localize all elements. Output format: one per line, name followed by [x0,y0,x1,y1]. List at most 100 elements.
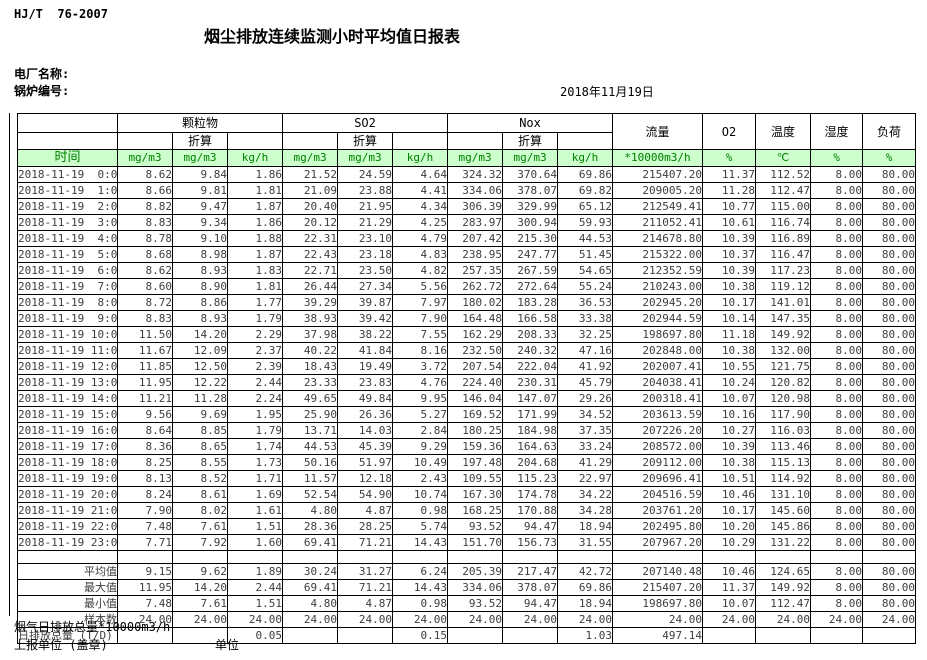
time-cell: 2018-11-19 2:00 [17,198,118,215]
data-cell: 10.38 [702,454,757,471]
data-cell: 11.57 [282,470,339,487]
table-row: 2018-11-19 12:00 11.85 12.50 2.39 18.43 19.49… [17,358,917,375]
unit-cell: ℃ [755,149,812,167]
data-cell: 12.18 [337,470,394,487]
data-cell: 119.12 [755,278,812,295]
data-cell: 8.00 [810,182,864,199]
data-cell: 21.95 [337,198,394,215]
data-cell: 34.28 [557,502,614,519]
data-cell: 202945.20 [612,294,704,311]
data-cell: 222.04 [502,358,559,375]
data-cell: 8.85 [172,422,228,439]
daily-total-row: 日排放总量 (T/D) 0.05 0.15 1.03 497.14 [17,627,917,644]
data-cell: 5.56 [392,278,449,295]
data-cell: 11.50 [117,326,173,343]
data-cell: 49.84 [337,390,394,407]
table-row: 2018-11-19 18:00 8.25 8.55 1.73 50.16 51.97 10… [17,454,917,471]
data-cell: 8.68 [117,246,173,263]
data-cell: 10.51 [702,470,757,487]
data-cell: 7.92 [172,534,228,551]
data-cell: 232.50 [447,342,504,359]
data-cell: 209696.41 [612,470,704,487]
data-cell: 112.47 [755,182,812,199]
summary-cell: 112.47 [755,595,812,612]
summary-cell: 8.00 [810,579,864,596]
data-cell: 21.29 [337,214,394,231]
data-cell: 334.06 [447,182,504,199]
header-flow: 流量 [612,113,704,150]
data-cell: 26.36 [337,406,394,423]
summary-cell: 24.00 [392,611,449,628]
summary-cell: 24.00 [447,611,504,628]
data-cell: 10.77 [702,198,757,215]
report-table-body: 2018-11-19 0:00 8.62 9.84 1.86 21.52 24.59 4.6… [17,166,917,644]
summary-cell: 24.00 [862,611,917,628]
data-cell: 8.00 [810,278,864,295]
summary-cell: 7.61 [172,595,228,612]
table-row: 2018-11-19 2:00 8.82 9.47 1.87 20.40 21.95 4.3… [17,198,917,215]
summary-cell: 24.00 [612,611,704,628]
summary-cell: 24.00 [226,611,284,628]
data-cell: 69.86 [557,166,614,183]
data-cell: 169.52 [447,406,504,423]
summary-cell: 10.46 [702,563,757,580]
data-cell: 29.26 [557,390,614,407]
data-cell: 69.41 [282,534,339,551]
data-cell: 8.72 [117,294,173,311]
corner-cell-top [17,113,118,133]
data-cell: 9.56 [117,406,173,423]
data-cell: 116.74 [755,214,812,231]
data-cell: 7.97 [392,294,449,311]
data-cell: 10.55 [702,358,757,375]
data-cell: 69.82 [557,182,614,199]
data-cell: 203613.59 [612,406,704,423]
data-cell: 240.32 [502,342,559,359]
data-cell: 59.93 [557,214,614,231]
data-cell: 5.27 [392,406,449,423]
table-row: 2018-11-19 22:00 7.48 7.61 1.51 28.36 28.25 5.… [17,518,917,535]
data-cell: 145.86 [755,518,812,535]
data-cell: 121.75 [755,358,812,375]
data-cell: 132.00 [755,342,812,359]
data-cell: 202495.80 [612,518,704,535]
data-cell: 0.98 [392,502,449,519]
table-row: 2018-11-19 9:00 8.83 8.93 1.79 38.93 39.42 7.9… [17,310,917,327]
data-cell: 80.00 [862,230,917,247]
time-cell: 2018-11-19 16:00 [17,422,118,439]
data-cell: 1.51 [226,518,284,535]
summary-cell: 24.00 [172,611,228,628]
data-cell: 115.13 [755,454,812,471]
data-cell: 51.45 [557,246,614,263]
spacer-cell [392,132,449,150]
data-cell: 37.35 [557,422,614,439]
data-cell: 2.84 [392,422,449,439]
summary-cell: 215407.20 [612,579,704,596]
data-cell: 1.86 [226,166,284,183]
unit-cell: mg/m3 [447,149,504,167]
data-cell: 8.36 [117,438,173,455]
table-row: 2018-11-19 16:00 8.64 8.85 1.79 13.71 14.03 2.… [17,422,917,439]
data-cell: 141.01 [755,294,812,311]
spacer-cell [117,132,173,150]
report-date: 2018年11月19日 [560,85,654,99]
spacer-cell [226,132,284,150]
blank-cell [17,550,118,564]
time-cell: 2018-11-19 15:00 [17,406,118,423]
data-cell: 8.00 [810,406,864,423]
data-cell: 147.35 [755,310,812,327]
data-cell: 80.00 [862,182,917,199]
data-cell: 9.34 [172,214,228,231]
time-column-header: 时间 [17,149,118,167]
summary-cell: 80.00 [862,563,917,580]
page-title: 烟尘排放连续监测小时平均值日报表 [204,27,461,46]
summary-cell: 6.24 [392,563,449,580]
data-cell: 207.42 [447,230,504,247]
data-cell: 8.00 [810,246,864,263]
data-cell: 8.93 [172,262,228,279]
data-cell: 116.89 [755,230,812,247]
data-cell: 267.59 [502,262,559,279]
data-cell: 117.90 [755,406,812,423]
data-cell: 8.00 [810,198,864,215]
data-cell: 25.90 [282,406,339,423]
data-cell: 45.79 [557,374,614,391]
